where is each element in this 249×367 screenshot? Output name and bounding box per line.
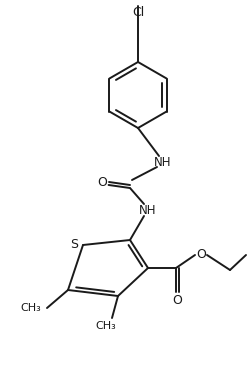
Text: CH₃: CH₃ [20,303,41,313]
Text: Cl: Cl [132,6,144,18]
Text: S: S [70,239,78,251]
Text: O: O [196,248,206,262]
Text: CH₃: CH₃ [96,321,116,331]
Text: NH: NH [154,156,172,168]
Text: O: O [97,175,107,189]
Text: O: O [172,294,182,306]
Text: NH: NH [139,203,157,217]
